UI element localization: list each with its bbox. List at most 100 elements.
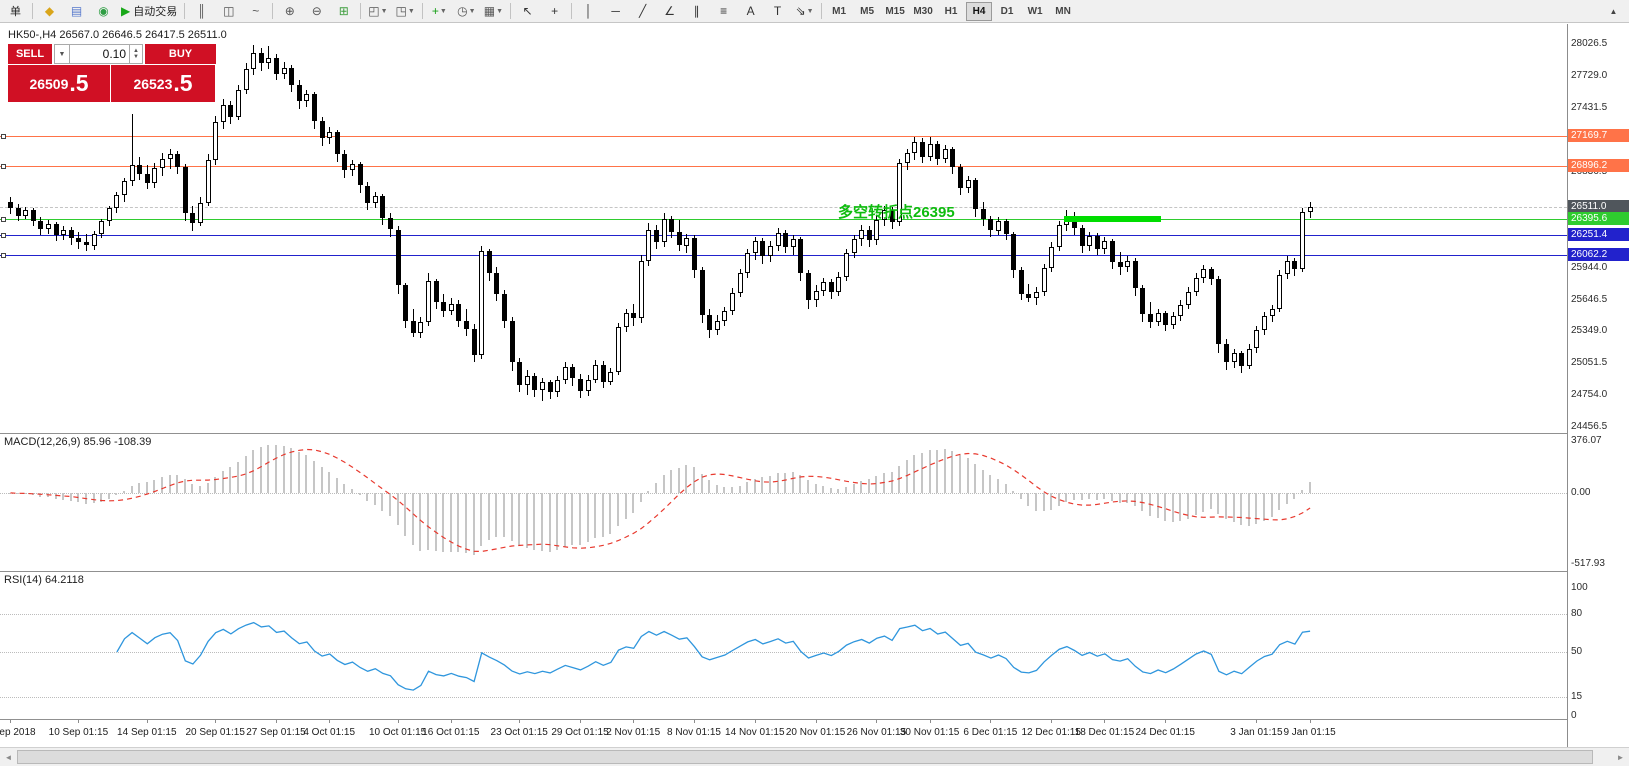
cursor-icon[interactable]: ↖: [522, 4, 533, 18]
chart-window-icon[interactable]: ▤: [70, 4, 83, 18]
candle: [357, 164, 363, 186]
macd-histogram-bar: [1057, 492, 1060, 507]
main-chart-surface[interactable]: 多空转折点26395: [0, 24, 1567, 434]
macd-histogram-bar: [1232, 492, 1235, 523]
time-axis[interactable]: 4 Sep 2018 10 Sep 01:15 14 Sep 01:15 20 Sep…: [0, 720, 1567, 747]
buy-button[interactable]: BUY: [145, 44, 216, 64]
spinner-up-icon[interactable]: ▲: [133, 48, 139, 54]
toolbar-buttons: ◆ ▤ ◉ ▶ 自动交易 ║ ◫ ~ ⊕ ⊖ ⊞ ◰ ▼ ◳ ▼ + ▼ ◷ ▼ ▦ ▼ ↖ + │ ─ ╱ ∠ ∥ ≡ A T ⇘ ▼ M1 M5…: [36, 1, 1077, 22]
candle: [623, 313, 629, 327]
trendline-icon[interactable]: ╱: [638, 4, 647, 18]
refresh-icon[interactable]: ◉: [98, 4, 109, 18]
label-icon[interactable]: T: [773, 4, 782, 18]
macd-histogram-bar: [738, 485, 741, 493]
spinner-down-icon[interactable]: ▼: [133, 54, 139, 60]
candle: [61, 229, 67, 235]
rsi-panel[interactable]: RSI(14) 64.2118: [0, 572, 1567, 720]
arrange-icon[interactable]: ◰ ▼: [368, 4, 388, 18]
line-handle[interactable]: [1, 217, 6, 223]
vertical-line-icon[interactable]: │: [584, 4, 593, 18]
rsi-scale-label: 100: [1571, 582, 1588, 593]
price-axis[interactable]: 28026.527729.027431.527134.026836.525944…: [1567, 24, 1629, 747]
time-label: 6 Dec 01:15: [963, 727, 1018, 738]
macd-panel[interactable]: MACD(12,26,9) 85.96 -108.39: [0, 434, 1567, 572]
track-chart-icon[interactable]: ◳ ▼: [395, 4, 415, 18]
candle: [494, 273, 500, 294]
candle: [996, 220, 1001, 231]
horizontal-scrollbar[interactable]: ◄ ►: [0, 747, 1629, 766]
order-menu[interactable]: 单: [10, 6, 21, 18]
fibonacci-icon[interactable]: ≡: [720, 4, 728, 18]
angle-trendline-icon[interactable]: ∠: [664, 4, 675, 18]
macd-histogram-bar: [1111, 492, 1113, 501]
macd-histogram-bar: [305, 455, 308, 493]
candlestick-icon[interactable]: ◫: [223, 4, 235, 18]
volume-input[interactable]: 0.10: [70, 44, 130, 64]
candle: [1307, 206, 1313, 213]
timeframe-h1[interactable]: H1: [944, 5, 958, 17]
line-handle[interactable]: [1, 134, 6, 140]
new-order-icon[interactable]: ◆: [44, 4, 55, 18]
line-chart-icon[interactable]: ~: [252, 4, 260, 18]
periods-icon[interactable]: ◷ ▼: [457, 4, 476, 18]
channel-icon[interactable]: ∥: [693, 4, 700, 18]
macd-histogram-bar: [1126, 492, 1129, 504]
macd-histogram-bar: [161, 477, 163, 493]
horizontal-line-object[interactable]: [0, 165, 1567, 167]
annotation-text[interactable]: 多空转折点26395: [838, 204, 955, 222]
horizontal-line-object[interactable]: [0, 219, 1567, 221]
zoom-in-icon[interactable]: ⊕: [284, 4, 295, 18]
candle: [289, 67, 295, 85]
buy-price-button[interactable]: 26523 .5: [111, 65, 215, 102]
candle: [23, 210, 29, 216]
macd-histogram-bar: [427, 492, 429, 551]
candle: [68, 229, 74, 239]
sell-button[interactable]: SELL: [8, 44, 52, 64]
arrows-icon[interactable]: ⇘ ▼: [795, 4, 814, 18]
macd-histogram-bar: [617, 492, 619, 527]
scroll-right-icon[interactable]: ►: [1616, 752, 1625, 762]
time-tick: [580, 720, 581, 723]
timeframe-h4[interactable]: H4: [966, 1, 993, 21]
horizontal-line-object[interactable]: [0, 136, 1567, 138]
candle: [532, 376, 538, 391]
horizontal-line-object[interactable]: [0, 255, 1567, 256]
toolbar-separator: [821, 3, 823, 19]
zoom-out-icon[interactable]: ⊖: [311, 4, 322, 18]
candle: [380, 196, 386, 218]
macd-histogram-bar: [579, 492, 581, 545]
volume-dropdown[interactable]: ▼: [54, 44, 70, 64]
line-handle[interactable]: [1, 163, 6, 169]
text-icon[interactable]: A: [746, 4, 755, 18]
timeframe-w1[interactable]: W1: [1027, 5, 1043, 17]
autotrade-button[interactable]: ▶ 自动交易: [121, 4, 178, 18]
candle-wick: [131, 113, 133, 187]
rsi-scale-label: 50: [1571, 646, 1583, 657]
timeframe-d1[interactable]: D1: [1000, 5, 1014, 17]
scroll-left-icon[interactable]: ◄: [4, 752, 13, 762]
horizontal-line-icon[interactable]: ─: [611, 4, 620, 18]
timeframe-m5[interactable]: M5: [860, 5, 875, 17]
toolbar-more-icon[interactable]: ▲: [1609, 6, 1618, 16]
macd-histogram-bar: [275, 445, 277, 493]
line-handle[interactable]: [1, 253, 6, 258]
volume-spinner[interactable]: ▲ ▼: [130, 44, 143, 64]
highlight-trend-segment[interactable]: [1064, 216, 1161, 223]
timeframe-m15[interactable]: M15: [885, 5, 905, 17]
time-tick: [694, 720, 695, 723]
macd-histogram-bar: [913, 454, 916, 493]
candle: [441, 302, 447, 311]
line-handle[interactable]: [1, 232, 6, 238]
crosshair-icon[interactable]: +: [551, 4, 559, 18]
timeframe-m1[interactable]: M1: [832, 5, 847, 17]
templates-icon[interactable]: ▦ ▼: [483, 4, 504, 18]
timeframe-m30[interactable]: M30: [913, 5, 933, 17]
bar-chart-icon[interactable]: ║: [197, 4, 206, 18]
macd-histogram-bar: [533, 492, 536, 551]
timeframe-mn[interactable]: MN: [1055, 5, 1071, 17]
tile-windows-icon[interactable]: ⊞: [338, 4, 349, 18]
macd-histogram-bar: [784, 472, 787, 493]
sell-price-button[interactable]: 26509 .5: [8, 65, 110, 102]
scrollbar-thumb[interactable]: [17, 750, 1593, 764]
indicators-icon[interactable]: + ▼: [431, 4, 447, 18]
